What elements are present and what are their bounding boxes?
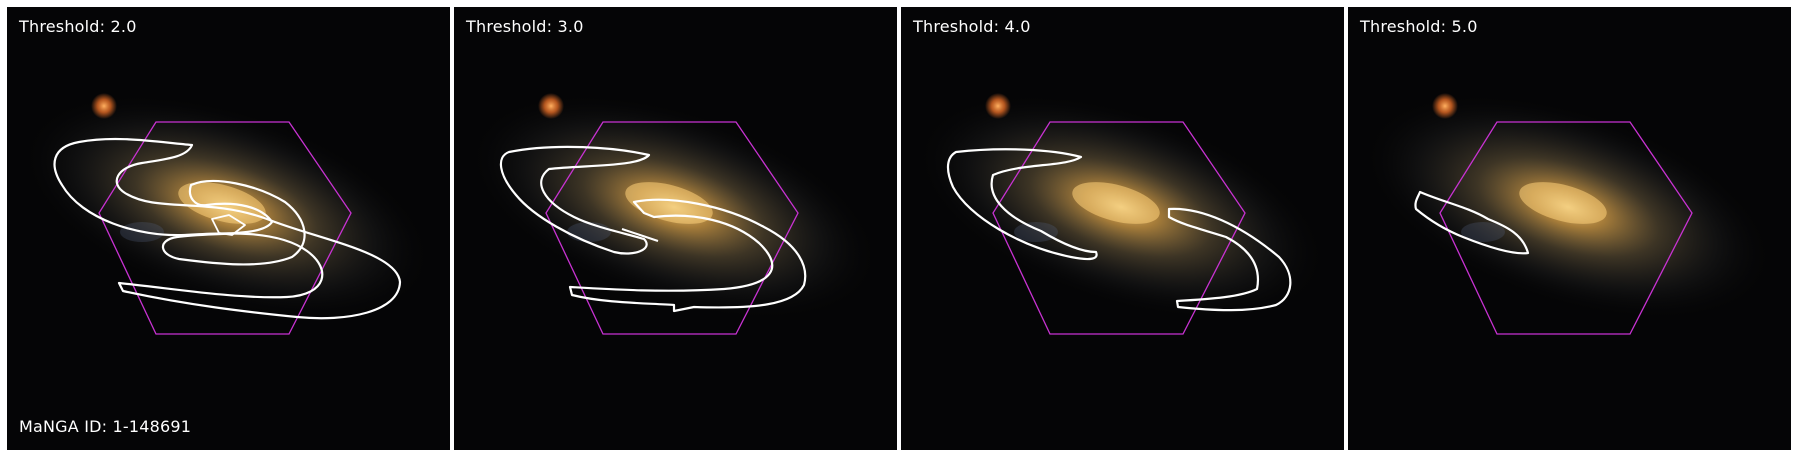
threshold-label: Threshold: 5.0 [1360,17,1478,36]
galaxy-image [454,7,897,450]
foreground-star [538,93,564,119]
galaxy-image [901,7,1344,450]
contour-lines [1414,190,1530,255]
contour-lines [53,137,402,320]
panel-threshold-3: Threshold: 3.0 [454,7,897,450]
panel-threshold-2: Threshold: 2.0 MaNGA ID: 1-148691 [7,7,450,450]
threshold-label: Threshold: 2.0 [19,17,137,36]
foreground-star [91,93,117,119]
threshold-label: Threshold: 4.0 [913,17,1031,36]
panel-threshold-4: Threshold: 4.0 [901,7,1344,450]
galaxy-image [7,7,450,450]
foreground-star [985,93,1011,119]
contour-lines [946,148,1292,312]
ifu-hexagon [1439,121,1693,335]
galaxy-core [1072,182,1160,224]
foreground-star [1432,93,1458,119]
panel-threshold-5: Threshold: 5.0 [1348,7,1791,450]
threshold-label: Threshold: 3.0 [466,17,584,36]
ifu-hexagon [545,121,799,335]
manga-id-label: MaNGA ID: 1-148691 [19,417,192,436]
galaxy-core [1519,182,1607,224]
galaxy-image [1348,7,1791,450]
ifu-hexagon [992,121,1246,335]
contour-lines [499,145,807,313]
ifu-hexagon [98,121,352,335]
